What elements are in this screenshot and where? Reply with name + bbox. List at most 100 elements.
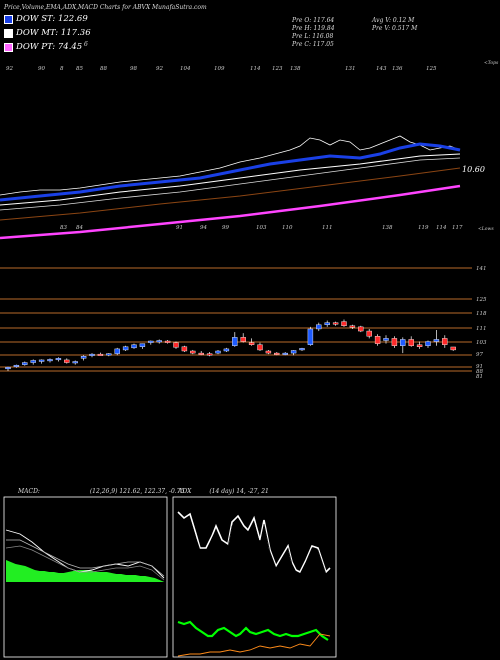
top-tick-label: 90 (38, 66, 45, 72)
candle-body (349, 325, 356, 328)
price-grid (0, 267, 472, 372)
low-tick-label: 103 (256, 225, 267, 231)
top-tick-label: 114 (250, 66, 261, 72)
candle-body (64, 359, 70, 363)
candle-body (416, 344, 423, 348)
tops-label: <Tops (484, 60, 499, 66)
candle-body (223, 348, 230, 352)
signal-line (6, 539, 165, 577)
candle-body (442, 338, 448, 345)
candle-body (299, 348, 305, 351)
ema-value-label: 10.60 (462, 165, 485, 174)
top-ticks-group: 92 90 8 85 88 98 92 104 109 114 123 138 131 143 136 125 (6, 66, 437, 72)
candle-body (5, 367, 11, 370)
candle-body (332, 322, 339, 325)
candle-body (408, 339, 414, 346)
candle-body (248, 342, 255, 345)
top-tick-label: 104 (180, 66, 191, 72)
avg-volume: Avg V: 0.12 M (372, 17, 415, 24)
candle-body (139, 343, 146, 347)
ohlc-low: Pre L: 116.08 (292, 33, 334, 40)
ema-mt2-line (0, 157, 461, 211)
candle-body (30, 360, 36, 363)
title-text: Price,Volume,EMA,ADX,MACD Charts for ABV… (4, 4, 151, 11)
candle-body (391, 338, 398, 346)
pre-volume: Pre V: 0.517 M (372, 25, 418, 32)
price-line (0, 135, 461, 196)
candle-body (307, 328, 314, 345)
legend-label: DOW ST: (16, 14, 56, 24)
adx-minus-line (177, 633, 331, 657)
top-tick-label: 136 (392, 66, 403, 72)
lows-label: <Lows (478, 226, 494, 232)
candle-body (122, 346, 129, 351)
candle-body (173, 342, 179, 348)
candle-body (164, 340, 171, 343)
macd-header: MACD: (12,26,9) 121.62, 122.37, -0.75 (18, 488, 184, 495)
candle-body (324, 322, 330, 325)
top-tick-label: 143 (376, 66, 387, 72)
candle-body (72, 361, 78, 364)
candle-body (240, 337, 246, 342)
candle-body (131, 344, 137, 349)
legend-swatch-blue (4, 14, 13, 24)
price-axis-label: 97 (476, 352, 483, 358)
ema-mt-line (0, 153, 461, 206)
candle-body (181, 346, 188, 352)
legend-value: 74.45 (57, 42, 83, 52)
candle-body (290, 350, 297, 354)
candle-body (433, 339, 440, 342)
low-ticks-group: 83 84 91 94 99 103 110 111 138 119 114 117 (60, 225, 463, 231)
candle-body (400, 339, 406, 346)
price-axis-label: 118 (476, 311, 487, 317)
candle-body (316, 324, 322, 330)
top-tick-label: 88 (100, 66, 107, 72)
legend-value: 117.36 (60, 28, 91, 38)
top-tick-label: 92 (6, 66, 13, 72)
candle-body (156, 340, 162, 343)
top-tick-label: 131 (345, 66, 356, 72)
adx-line-inner (177, 515, 331, 575)
candle-body (383, 338, 389, 341)
legend-dow-st: DOW ST: 122.69 (4, 14, 88, 24)
candle-body (190, 350, 196, 354)
legend-value: 122.69 (57, 14, 88, 24)
adx-label: ADX (178, 488, 192, 495)
ema-st-line (0, 142, 461, 202)
top-tick-label: 125 (426, 66, 437, 72)
candles-group (5, 319, 456, 371)
low-tick-label: 138 (382, 225, 393, 231)
price-axis-label: 141 (476, 266, 487, 272)
low-tick-label: 119 (418, 225, 429, 231)
top-tick-label: 123 (272, 66, 283, 72)
price-axis-label: 91 (476, 364, 483, 370)
low-tick-label: 110 (282, 225, 293, 231)
legend-swatch-pink (4, 42, 13, 52)
chart-title: Price,Volume,EMA,ADX,MACD Charts for ABV… (4, 4, 207, 11)
candle-body (22, 362, 28, 365)
price-axis-label: 88 (476, 369, 483, 375)
ema-brown-line (0, 167, 461, 221)
candle-body (265, 350, 272, 354)
candle-body (55, 358, 62, 361)
candle-body (215, 350, 221, 354)
candle-body (148, 340, 154, 343)
top-tick-label: 138 (290, 66, 301, 72)
adx-plus-line (177, 620, 329, 641)
price-axis-label: 81 (476, 374, 483, 380)
adx-plot (177, 511, 331, 657)
low-tick-label: 114 (436, 225, 447, 231)
adx-header: ADX (14 day) 14, -27, 21 (178, 488, 269, 495)
ema-lines (0, 135, 461, 240)
top-tick-label: 109 (214, 66, 225, 72)
candle-body (80, 356, 87, 359)
candle-body (366, 330, 372, 337)
legend-swatch-white (4, 28, 13, 38)
legend-extra: 6 (84, 41, 88, 48)
low-tick-label: 84 (76, 225, 83, 231)
ohlc-close: Pre C: 117.05 (292, 41, 334, 48)
candle-body (257, 344, 263, 351)
macd-line (5, 529, 165, 579)
